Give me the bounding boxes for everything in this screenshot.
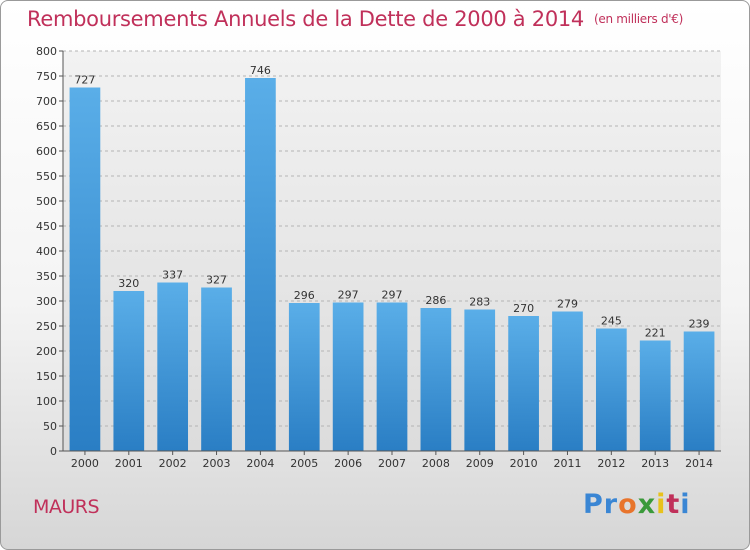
bar-2001[interactable] [113, 291, 145, 451]
x-tick-label: 2005 [290, 457, 318, 470]
data-label-2002: 337 [162, 269, 183, 282]
x-tick-label: 2012 [597, 457, 625, 470]
data-label-2011: 279 [557, 298, 578, 311]
x-tick-label: 2002 [159, 457, 187, 470]
title-text: Remboursements Annuels de la Dette de 20… [27, 7, 584, 31]
bar-2000[interactable] [69, 87, 101, 452]
y-tick-label: 50 [43, 420, 57, 433]
bar-2003[interactable] [201, 287, 232, 452]
bar-2010[interactable] [508, 316, 539, 451]
x-tick-label: 2003 [203, 457, 231, 470]
x-tick-label: 2014 [685, 457, 713, 470]
x-axis-ticks: 2000 2001 2002 2003 2004 2005 2006 2007 2008 2009… [71, 451, 713, 470]
data-label-2001: 320 [118, 277, 139, 290]
logo-letter: o [618, 489, 638, 520]
y-tick-label: 250 [36, 320, 57, 333]
y-tick-label: 400 [36, 245, 57, 258]
y-tick-label: 550 [36, 170, 57, 183]
data-label-2004: 746 [250, 64, 271, 77]
y-tick-label: 800 [36, 45, 57, 58]
bar-2007[interactable] [376, 302, 408, 452]
y-tick-label: 200 [36, 345, 57, 358]
bar-2011[interactable] [552, 311, 583, 452]
x-tick-label: 2011 [553, 457, 581, 470]
logo-letter: t [666, 489, 681, 520]
data-label-2007: 297 [382, 289, 403, 302]
logo-letter: r [603, 489, 619, 520]
x-tick-label: 2013 [641, 457, 669, 470]
data-label-2003: 327 [206, 274, 227, 287]
bar-2004[interactable] [245, 78, 276, 451]
bar-2012[interactable] [595, 328, 627, 452]
chart-title: Remboursements Annuels de la Dette de 20… [27, 7, 683, 31]
x-tick-label: 2004 [246, 457, 274, 470]
y-tick-label: 100 [36, 395, 57, 408]
bar-2009[interactable] [464, 309, 496, 452]
y-tick-label: 450 [36, 220, 57, 233]
y-tick-label: 600 [36, 145, 57, 158]
x-tick-label: 2010 [510, 457, 538, 470]
y-tick-label: 500 [36, 195, 57, 208]
x-tick-label: 2006 [334, 457, 362, 470]
y-tick-label: 300 [36, 295, 57, 308]
data-label-2012: 245 [601, 315, 622, 328]
logo-letter: x [637, 489, 657, 520]
data-label-2014: 239 [689, 318, 710, 331]
bar-2002[interactable] [157, 282, 189, 452]
bar-2008[interactable] [420, 308, 452, 451]
x-tick-label: 2008 [422, 457, 450, 470]
unit-label: (en milliers d'€) [594, 12, 684, 26]
x-tick-label: 2007 [378, 457, 406, 470]
bars [69, 78, 715, 452]
data-label-2013: 221 [645, 327, 666, 340]
y-axis-ticks: 0 50 100 150 200 250 300 350 400 450 500 550 600 650 7… [36, 45, 63, 458]
bar-2013[interactable] [639, 340, 671, 452]
data-label-2010: 270 [513, 302, 534, 315]
y-tick-label: 150 [36, 370, 57, 383]
y-tick-label: 750 [36, 70, 57, 83]
bar-2014[interactable] [683, 331, 715, 452]
x-tick-label: 2009 [466, 457, 494, 470]
bar-2005[interactable] [288, 303, 320, 451]
y-tick-label: 350 [36, 270, 57, 283]
y-tick-label: 0 [50, 445, 57, 458]
data-labels: 727 320 337 327 746 296 297 297 286 283 270 279 245 2… [74, 64, 709, 340]
data-label-2006: 297 [338, 289, 359, 302]
data-label-2000: 727 [74, 74, 95, 87]
logo-letter: i [680, 489, 691, 520]
commune-name: MAURS [33, 496, 100, 518]
logo-letter: P [583, 489, 604, 520]
y-tick-label: 650 [36, 120, 57, 133]
data-label-2005: 296 [294, 289, 315, 302]
data-label-2009: 283 [469, 296, 490, 309]
y-tick-label: 700 [36, 95, 57, 108]
proxiti-logo[interactable]: Proxiti [583, 489, 691, 520]
logo-letter: i [656, 489, 667, 520]
x-tick-label: 2001 [115, 457, 143, 470]
bar-2006[interactable] [332, 302, 364, 452]
x-tick-label: 2000 [71, 457, 99, 470]
data-label-2008: 286 [425, 294, 446, 307]
